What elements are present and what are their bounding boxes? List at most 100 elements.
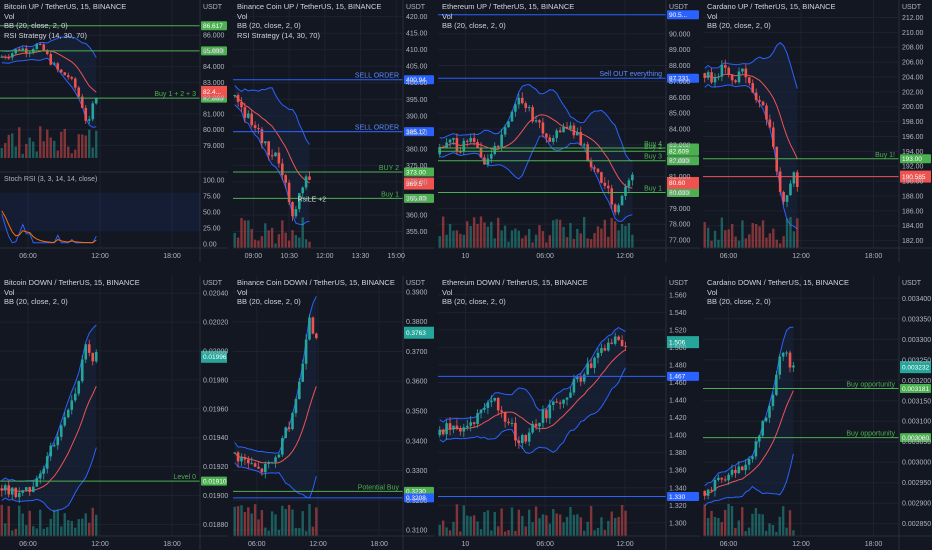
x-tick-label: 12:00 [91, 541, 109, 548]
indicator-label[interactable]: Vol [442, 11, 453, 21]
volume-bar [14, 146, 17, 158]
candle-body [281, 438, 284, 455]
indicator-label[interactable]: RSI Strategy (14, 30, 70) [4, 30, 87, 40]
indicator-label[interactable]: BB (20, close, 2, 0) [707, 297, 771, 306]
chart-title[interactable]: Bitcoin UP / TetherUS, 15, BINANCE [4, 2, 127, 11]
candle-body [579, 132, 583, 145]
candle-body [459, 151, 462, 153]
chart-legend: Cardano UP / TetherUS, 15, BINANCE Vol BB … [707, 2, 836, 31]
volume-bar [713, 230, 717, 248]
volume-bar [253, 239, 257, 248]
chart-title[interactable]: Ethereum DOWN / TetherUS, 15, BINANCE [442, 278, 588, 287]
indicator-label[interactable]: BB (20, close, 2, 0) [4, 21, 68, 30]
volume-bar [607, 236, 610, 248]
volume-bar [0, 504, 3, 536]
volume-bar [301, 217, 304, 248]
volume-bar [778, 516, 781, 536]
x-tick-label: 15:00 [387, 253, 405, 260]
candle-body [7, 485, 11, 495]
candle-body [462, 427, 466, 432]
candle-body [80, 359, 84, 382]
y-tick-label: 198.00 [902, 119, 924, 126]
bb-lower-line [1, 57, 97, 128]
candle-body [38, 473, 42, 479]
chart-pane-ada-up[interactable]: Buy 1!193.00190.585190.585212.00210.0020… [703, 0, 932, 262]
candle-body [243, 107, 247, 118]
candle-body [531, 107, 534, 122]
volume-bar [617, 230, 620, 248]
volume-bar [21, 513, 24, 536]
volume-bar [710, 240, 713, 248]
indicator-label[interactable]: Vol [237, 287, 248, 297]
candle-body [741, 68, 744, 72]
chart-title[interactable]: Binance Coin UP / TetherUS, 15, BINANCE [237, 2, 382, 11]
indicator-label[interactable]: Vol [442, 287, 453, 297]
candle-body [35, 43, 39, 50]
chart-pane-btc-up[interactable]: 86.617 85.000 Buy 1 + 2 + 3 82.000 82.4... 86… [0, 0, 228, 262]
volume-bar [603, 219, 607, 248]
indicator-label[interactable]: BB (20, close, 2, 0) [442, 21, 506, 30]
volume-bar [298, 237, 301, 248]
candle-body [548, 137, 552, 142]
bb-lower-line [439, 135, 633, 222]
candle-body [579, 377, 583, 382]
volume-bar [514, 530, 517, 536]
candle-body [10, 53, 14, 58]
indicator-label[interactable]: Vol [4, 287, 15, 297]
indicator-label[interactable]: RSI Strategy (14, 30, 70) [237, 30, 320, 40]
candle-body [236, 95, 240, 102]
level-annotation: Level 0 [173, 474, 196, 481]
chart-title[interactable]: Cardano DOWN / TetherUS, 15, BINANCE [707, 278, 849, 287]
volume-bar [95, 514, 98, 536]
volume-bar [751, 223, 754, 248]
x-tick-label: 10 [461, 541, 469, 548]
indicator-label[interactable]: Vol [237, 11, 248, 21]
volume-bar [483, 222, 486, 248]
bb-basis-line [704, 73, 798, 159]
candle-body [620, 340, 624, 346]
volume-bar [785, 527, 788, 536]
indicator-label[interactable]: BB (20, close, 2, 0) [442, 297, 506, 306]
candle-body [527, 107, 531, 109]
chart-title[interactable]: Bitcoin DOWN / TetherUS, 15, BINANCE [4, 278, 140, 287]
chart-title[interactable]: Cardano UP / TetherUS, 15, BINANCE [707, 2, 836, 11]
candle-body [778, 356, 782, 375]
candle-body [7, 57, 11, 59]
volume-bar [438, 524, 441, 536]
chart-pane-bnb-down[interactable]: Potential Buy 0.3230 0.3208 0.3763 0.3900 0.3… [233, 276, 435, 550]
indicator-label[interactable]: Vol [707, 287, 718, 297]
chart-pane-eth-down[interactable]: 1.467 1.330 1.506 1.560 1.540 1.520 1.500 1.480… [438, 276, 700, 550]
chart-pane-eth-up[interactable]: 90.5... Sell OUT everything 87.231 Buy 4 82.… [438, 0, 700, 262]
level-annotation: Buy opportunity [846, 431, 895, 438]
indicator-label[interactable]: Vol [707, 11, 718, 21]
volume-bar [510, 507, 514, 536]
indicator-label[interactable]: BB (20, close, 2, 0) [237, 21, 301, 30]
volume-bar [781, 506, 785, 536]
chart-pane-bnb-up[interactable]: SELL ORDER 400.94 SELL ORDER 385.17 BUY 2 373… [233, 0, 435, 262]
y-axis-currency: USDT [902, 4, 922, 11]
volume-bar [754, 508, 758, 536]
volume-bar [445, 234, 448, 248]
volume-bar [53, 509, 56, 536]
y-axis-currency: USDT [669, 280, 689, 287]
chart-pane-btc-down[interactable]: Level 0 0.01910 0.01996 0.02040 0.02020 0.020… [0, 276, 228, 550]
volume-bar [233, 506, 236, 536]
volume-bar [596, 226, 600, 248]
volume-bar [438, 236, 441, 248]
indicator-label[interactable]: Vol [4, 11, 15, 21]
volume-bar [84, 135, 87, 158]
y-tick-label: 204.00 [902, 74, 924, 81]
level-annotation: SELL ORDER [355, 73, 399, 80]
candle-body [253, 125, 257, 129]
indicator-label[interactable]: BB (20, close, 2, 0) [4, 297, 68, 306]
indicator-label[interactable]: BB (20, close, 2, 0) [707, 21, 771, 30]
chart-pane-ada-down[interactable]: Buy opportunity 0.003181 Buy opportunity 0.… [703, 276, 932, 550]
candle-body [558, 402, 562, 404]
volume-bar [462, 505, 466, 536]
chart-title[interactable]: Binance Coin DOWN / TetherUS, 15, BINANC… [237, 278, 395, 287]
chart-title[interactable]: Ethereum UP / TetherUS, 15, BINANCE [442, 2, 575, 11]
volume-bar [455, 230, 459, 248]
candle-body [291, 202, 294, 217]
indicator-label[interactable]: BB (20, close, 2, 0) [237, 297, 301, 306]
y-tick-label: 0.3200 [406, 498, 428, 505]
